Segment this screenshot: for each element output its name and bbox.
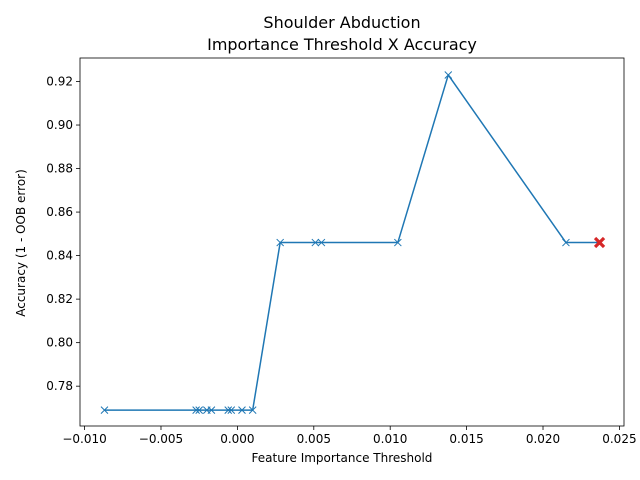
data-point-marker [192,406,200,414]
data-point-marker [207,406,216,414]
series-line [104,74,600,411]
data-point-marker [311,238,320,247]
chart-title: Shoulder Abduction [263,13,420,32]
x-tick-label: 0.015 [449,432,483,446]
y-tick-label: 0.90 [46,118,73,132]
y-tick-label: 0.92 [46,75,73,89]
x-tick-label: −0.005 [139,432,183,446]
y-axis-label: Accuracy (1 - OOB error) [14,169,28,317]
data-point-marker [195,406,204,414]
x-axis-label: Feature Importance Threshold [252,451,433,465]
data-point-marker [238,406,246,414]
y-tick-label: 0.78 [46,379,73,393]
x-tick-label: 0.025 [602,432,636,446]
data-point-marker [248,406,257,414]
y-tick-label: 0.88 [46,162,73,176]
y-tick-label: 0.80 [46,336,73,350]
x-tick-label: −0.010 [62,432,106,446]
data-point-marker [276,238,285,247]
x-tick-label: 0.020 [526,432,560,446]
highlighted-point-marker [593,236,606,249]
x-tick-label: 0.000 [220,432,254,446]
plot-area: −0.010 −0.005 0.000 0.005 0.010 0.015 0.020 0.0… [46,57,637,446]
data-point-marker [393,238,402,247]
data-point-marker [317,238,326,247]
x-tick-label: 0.010 [373,432,407,446]
data-point-marker [444,71,453,79]
data-point-marker [100,406,109,414]
chart-subtitle: Importance Threshold X Accuracy [207,35,477,54]
data-point-marker [227,406,236,414]
data-point-marker [224,406,233,414]
data-point-marker [562,238,570,247]
axes-frame [79,57,625,427]
y-tick-label: 0.86 [46,205,73,219]
x-tick-label: 0.005 [297,432,331,446]
y-tick-label: 0.82 [46,292,73,306]
y-tick-label: 0.84 [46,249,73,263]
